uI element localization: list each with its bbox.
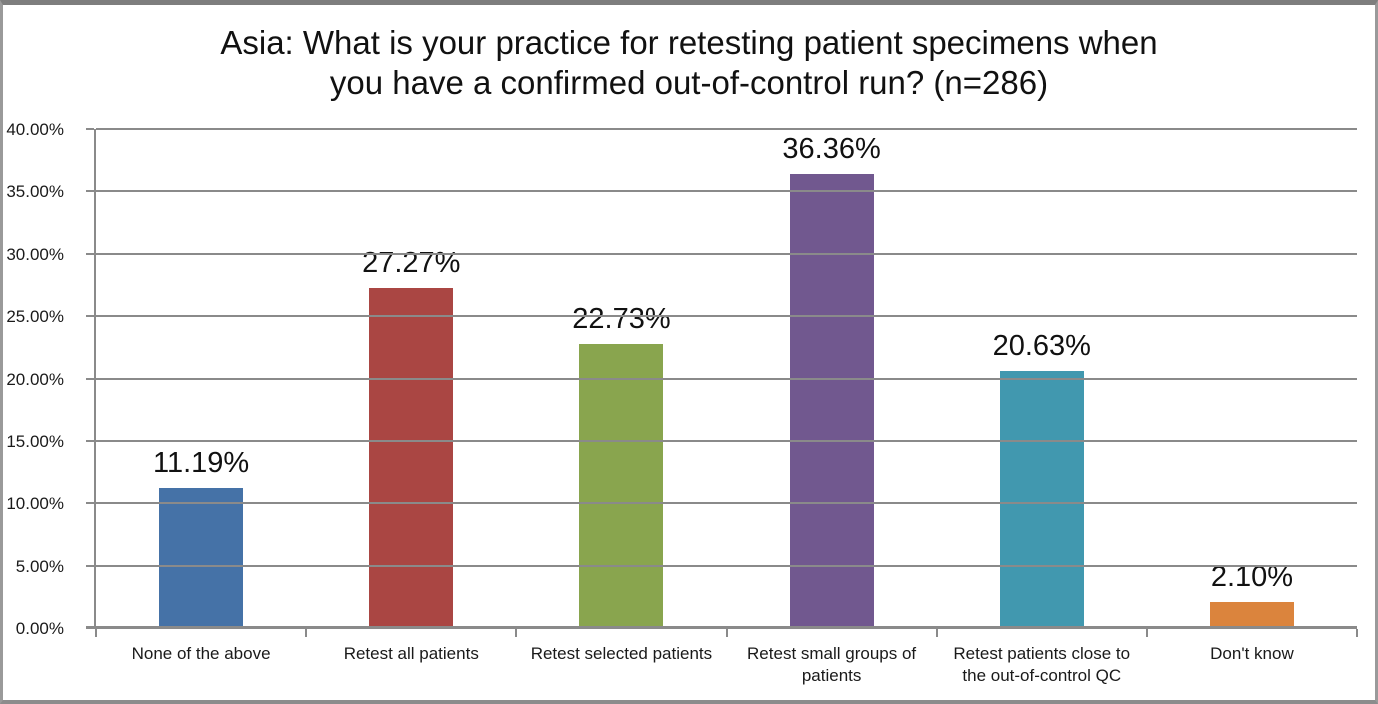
x-axis-line: [86, 626, 1357, 629]
y-axis-tick-20: [86, 377, 94, 380]
x-axis-tick-5: [1145, 629, 1148, 637]
y-axis-label-30: 30.00%: [6, 244, 64, 264]
bar-slot-2: 22.73%: [516, 129, 726, 628]
y-axis-label-35: 35.00%: [6, 182, 64, 202]
bar-1: [369, 287, 454, 628]
y-axis-label-25: 25.00%: [6, 307, 64, 327]
y-axis-label-15: 15.00%: [6, 431, 64, 451]
y-axis-tick-35: [86, 190, 94, 193]
category-label-2: Retest selected patients: [530, 644, 713, 663]
bar-0: [159, 488, 244, 628]
bar-value-label-1: 27.27%: [362, 246, 461, 279]
y-axis-tick-30: [86, 252, 94, 255]
y-axis-tick-5: [86, 564, 94, 567]
gridline-20: [96, 377, 1357, 380]
x-axis-tick-6: [1356, 629, 1358, 637]
bar-2: [579, 344, 664, 628]
bar-slot-3: 36.36%: [727, 129, 937, 628]
category-label-0: None of the above: [131, 644, 271, 663]
y-axis-label-0: 0.00%: [15, 619, 64, 638]
bar-value-label-4: 20.63%: [992, 329, 1091, 362]
gridline-40: [96, 128, 1357, 130]
y-axis-label-5: 5.00%: [15, 556, 64, 576]
y-axis-tick-10: [86, 502, 94, 505]
y-axis-tick-40: [86, 128, 94, 130]
category-label-4: Retest patients close to the out-of-cont…: [953, 644, 1131, 685]
chart-title: Asia: What is your practice for retestin…: [3, 23, 1375, 103]
x-axis-tick-3: [725, 629, 728, 637]
bar-value-label-2: 22.73%: [572, 303, 671, 336]
plot-area: 11.19% 27.27% 22.73% 36.36% 20.63% 2.10% 0.00…: [6, 120, 1358, 638]
x-axis-tick-0: [95, 629, 97, 637]
gridline-5: [96, 564, 1357, 567]
chart-title-line1: Asia: What is your practice for retestin…: [220, 24, 1158, 61]
gridline-15: [96, 439, 1357, 442]
gridline-25: [96, 315, 1357, 318]
x-axis-tick-2: [515, 629, 518, 637]
bar-value-label-3: 36.36%: [782, 133, 881, 166]
gridline-10: [96, 502, 1357, 505]
x-axis-tick-4: [935, 629, 938, 637]
y-axis-label-40: 40.00%: [6, 120, 64, 139]
chart-title-line2: you have a confirmed out-of-control run?…: [329, 64, 1049, 101]
bar-slot-0: 11.19%: [96, 129, 306, 628]
category-label-5: Don't know: [1210, 644, 1294, 663]
bar-5: [1209, 601, 1294, 628]
y-axis-label-20: 20.00%: [6, 369, 64, 389]
category-label-3: Retest small groups of patients: [747, 644, 917, 685]
bar-value-label-0: 11.19%: [152, 447, 250, 480]
bar-slot-4: 20.63%: [937, 129, 1147, 628]
x-axis-category-labels: None of the above Retest all patients Rete…: [96, 643, 1357, 687]
y-axis-tick-0: [86, 627, 94, 629]
x-axis-tick-1: [305, 629, 308, 637]
bar-slots: 11.19% 27.27% 22.73% 36.36% 20.63% 2.10%: [96, 129, 1357, 628]
y-axis-label-10: 10.00%: [6, 494, 64, 514]
y-axis-tick-15: [86, 439, 94, 442]
category-label-1: Retest all patients: [343, 644, 479, 663]
gridline-30: [96, 252, 1357, 255]
bar-slot-1: 27.27%: [306, 129, 516, 628]
y-axis-tick-25: [86, 315, 94, 318]
gridline-35: [96, 190, 1357, 193]
bar-3: [789, 174, 874, 628]
bar-4: [999, 370, 1084, 628]
y-axis-line: [94, 129, 96, 628]
